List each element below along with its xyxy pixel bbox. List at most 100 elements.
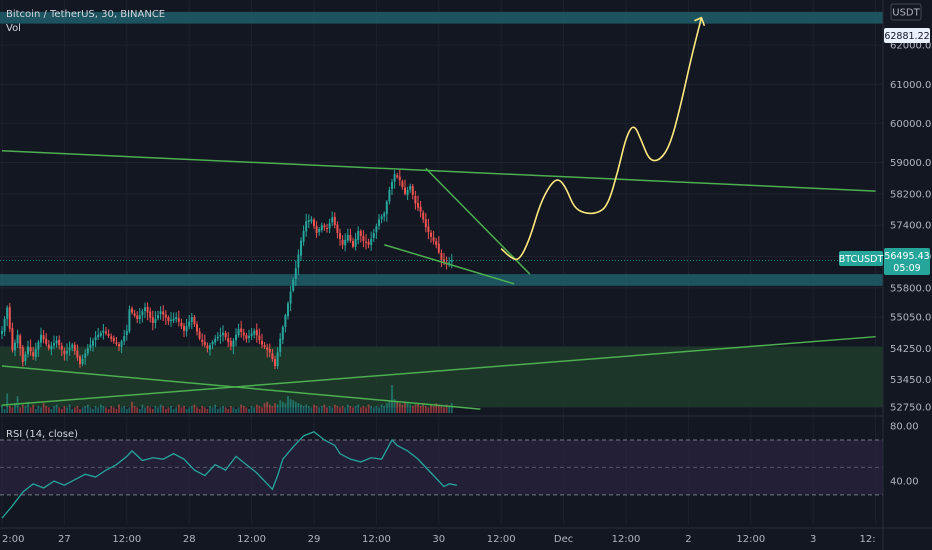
- volume-bar: [258, 406, 261, 413]
- volume-bar: [313, 404, 315, 413]
- candle-body: [315, 226, 318, 233]
- volume-bar: [320, 406, 323, 413]
- volume-bar: [185, 408, 188, 413]
- candle-body: [120, 341, 123, 347]
- candle-body: [201, 339, 204, 342]
- candle-body: [258, 335, 261, 340]
- volume-bar: [240, 404, 243, 413]
- volume-bar: [123, 406, 126, 413]
- volume-bar: [422, 404, 425, 413]
- symbol-legend[interactable]: Bitcoin / TetherUS, 30, BINANCE: [6, 9, 165, 20]
- time-tick-label: 12:00: [487, 534, 516, 545]
- price-tick-label: 52750.00: [890, 403, 932, 414]
- volume-bar: [206, 408, 209, 413]
- volume-bar: [352, 407, 354, 413]
- candle-body: [21, 347, 24, 363]
- candle-body: [6, 307, 9, 320]
- volume-bar: [222, 406, 224, 413]
- rsi-legend[interactable]: RSI (14, close): [6, 429, 78, 440]
- price-tick-label: 58200.00: [890, 189, 932, 200]
- top-level-price-box: [884, 28, 930, 43]
- candle-body: [16, 334, 19, 344]
- volume-bar: [424, 406, 427, 413]
- volume-bar: [203, 407, 206, 413]
- candle-body: [167, 317, 170, 322]
- time-tick-label: 30: [432, 534, 445, 545]
- volume-bar: [250, 406, 253, 413]
- candle-body: [164, 314, 167, 318]
- volume-bar: [232, 407, 235, 413]
- volume-bar: [378, 407, 380, 413]
- candle-body: [66, 351, 68, 354]
- currency-button[interactable]: USDT: [890, 3, 922, 21]
- candle-body: [133, 313, 136, 316]
- volume-bar: [45, 406, 48, 413]
- candle-body: [398, 176, 401, 181]
- candle-body: [352, 241, 354, 247]
- price-tick-label: 54250.00: [890, 344, 932, 355]
- volume-bar: [47, 407, 50, 413]
- candle-body: [190, 317, 193, 323]
- candle-body: [437, 243, 440, 253]
- candle-body: [159, 311, 162, 315]
- volume-bar: [396, 401, 399, 413]
- volume-bar: [336, 406, 339, 413]
- candle-body: [430, 232, 432, 237]
- candle-body: [263, 345, 266, 348]
- candle-body: [375, 226, 378, 233]
- candle-body: [170, 319, 172, 322]
- candle-body: [19, 335, 22, 349]
- candle-body: [274, 359, 276, 367]
- volume-bar: [266, 401, 269, 413]
- currency-button-label[interactable]: USDT: [892, 8, 920, 19]
- volume-bar: [24, 406, 27, 413]
- candle-body: [34, 349, 37, 358]
- candle-body: [125, 330, 128, 336]
- volume-bar: [359, 407, 362, 413]
- volume-bar: [167, 407, 170, 413]
- volume-bar: [261, 407, 263, 413]
- volume-bar: [450, 403, 453, 413]
- volume-bar: [146, 406, 149, 413]
- volume-legend[interactable]: Vol: [6, 23, 21, 34]
- volume-bar: [14, 403, 16, 413]
- volume-bar: [274, 403, 276, 413]
- candle-body: [302, 231, 305, 242]
- volume-bar: [73, 407, 76, 413]
- candle-body: [237, 328, 240, 336]
- candle-body: [276, 352, 279, 366]
- candle-body: [409, 186, 412, 190]
- volume-bar: [237, 407, 240, 413]
- last-price-box: [884, 248, 930, 275]
- candle-body: [289, 291, 292, 304]
- time-tick-label: 2:00: [2, 534, 24, 545]
- volume-bar: [315, 406, 318, 413]
- volume-bar: [437, 404, 440, 413]
- volume-bar: [34, 408, 37, 413]
- candle-body: [203, 341, 206, 346]
- candle-body: [138, 315, 141, 319]
- volume-bar: [409, 404, 412, 413]
- candle-body: [245, 335, 248, 339]
- candle-body: [42, 335, 45, 340]
- candle-body: [162, 311, 165, 315]
- volume-bar: [110, 406, 113, 413]
- volume-bar: [401, 404, 404, 413]
- candle-body: [71, 344, 74, 348]
- candle-body: [183, 325, 185, 331]
- candle-body: [97, 334, 100, 338]
- candle-body: [320, 225, 323, 231]
- candle-body: [53, 343, 55, 346]
- candle-body: [359, 230, 362, 236]
- volume-bar: [224, 407, 227, 413]
- volume-bar: [398, 403, 401, 413]
- candle-body: [391, 182, 393, 189]
- currency-button-frame[interactable]: [890, 3, 922, 21]
- volume-bar: [284, 403, 287, 413]
- volume-bar: [404, 401, 406, 413]
- candle-body: [339, 233, 341, 239]
- candle-body: [216, 336, 219, 339]
- volume-bar: [19, 407, 22, 413]
